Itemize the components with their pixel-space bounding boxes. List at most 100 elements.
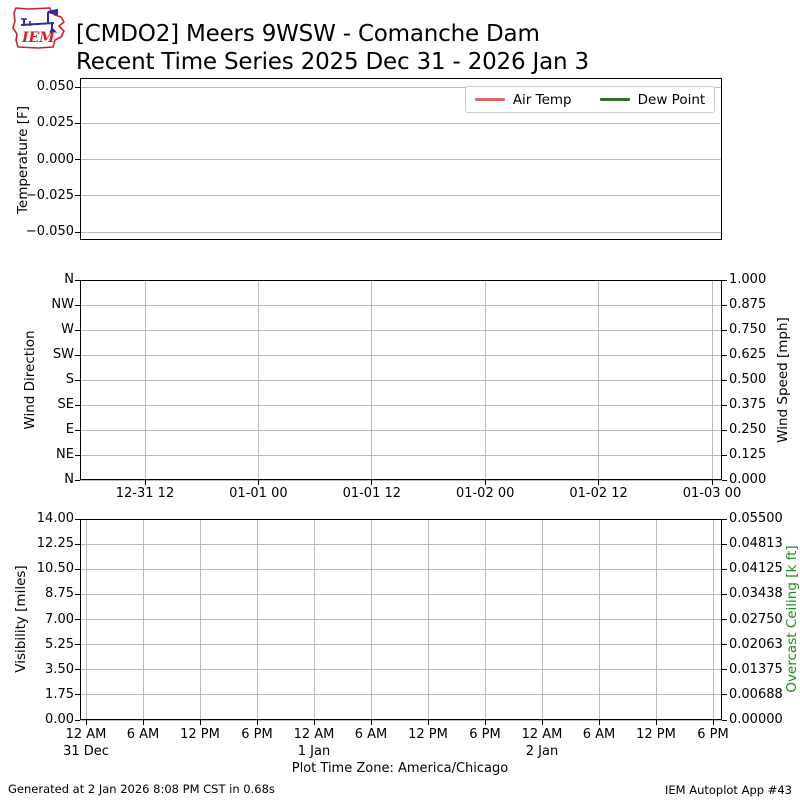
tick-mark — [484, 480, 486, 485]
tick-mark — [722, 694, 727, 696]
tick-mark — [256, 720, 258, 725]
tick-mark — [75, 669, 80, 671]
grid-line — [85, 520, 87, 719]
iowa-outline-icon — [12, 7, 65, 49]
y-tick-label: 0.500 — [729, 372, 767, 387]
x-tick-label: 6 PM — [469, 727, 501, 742]
y-tick-label: E — [65, 422, 74, 437]
grid-line — [80, 195, 722, 197]
tick-mark — [75, 304, 80, 306]
y-tick-label: S — [65, 372, 74, 387]
tick-mark — [313, 720, 315, 725]
grid-line — [80, 231, 722, 233]
grid-line — [598, 520, 600, 719]
grid-line — [598, 281, 600, 479]
y-tick-label: 0.250 — [729, 422, 767, 437]
iem-logo-text: IEM — [21, 30, 55, 46]
tick-mark — [75, 479, 80, 481]
y-tick-label: 1.75 — [45, 686, 74, 702]
tick-mark — [75, 454, 80, 456]
y-tick-label: 1.000 — [729, 272, 767, 287]
grid-line — [256, 520, 258, 719]
y-tick-label: 7.00 — [45, 611, 74, 627]
visibility-panel — [80, 519, 722, 720]
tick-mark — [75, 159, 80, 160]
title-line2: Recent Time Series 2025 Dec 31 - 2026 Ja… — [76, 48, 589, 75]
tick-mark — [75, 518, 80, 520]
x-tick-label: 01-01 12 — [342, 486, 402, 501]
y-tick-label: 8.75 — [45, 586, 74, 602]
tick-mark — [75, 543, 80, 545]
tick-mark — [75, 429, 80, 431]
grid-line — [484, 281, 486, 479]
y-tick-label: 12.25 — [36, 536, 74, 552]
tick-mark — [75, 719, 80, 721]
tick-mark — [75, 279, 80, 281]
grid-line — [142, 520, 144, 719]
x-tick-label: 12 AM — [293, 727, 335, 742]
tick-mark — [598, 720, 600, 725]
grid-line — [80, 479, 722, 481]
y-tick-label: SE — [57, 397, 74, 412]
grid-line — [80, 304, 722, 306]
grid-line — [199, 520, 201, 719]
tick-mark — [371, 480, 373, 485]
tick-mark — [142, 720, 144, 725]
tick-mark — [598, 480, 600, 485]
x-tick-label: 12-31 12 — [115, 486, 175, 501]
y-tick-label: NE — [56, 447, 74, 462]
x-tick-label: 6 AM — [354, 727, 388, 742]
x-date-label: 1 Jan — [297, 744, 331, 759]
grid-line — [80, 694, 722, 696]
tick-mark — [75, 122, 80, 124]
tick-mark — [75, 379, 80, 381]
tick-mark — [722, 669, 727, 671]
x-date-label: 2 Jan — [525, 744, 559, 759]
x-tick-label: 01-02 12 — [569, 486, 628, 501]
tick-mark — [257, 480, 259, 485]
grid-line — [257, 281, 259, 479]
tick-mark — [722, 479, 727, 481]
y-tick-label: 14.00 — [36, 511, 74, 526]
tick-mark — [427, 720, 429, 725]
grid-line — [80, 86, 722, 88]
y-tick-label: 0.125 — [729, 447, 767, 462]
y-tick-label: 0.05500 — [729, 511, 783, 526]
grid-line — [80, 379, 722, 381]
grid-line — [80, 404, 722, 406]
tick-mark — [722, 429, 727, 431]
y-tick-label: 0.02063 — [729, 636, 783, 652]
autoplot-app-label: IEM Autoplot App #43 — [664, 783, 792, 797]
x-tick-label: 6 PM — [241, 727, 273, 742]
grid-line — [80, 159, 722, 160]
y-tick-label: 0.000 — [36, 151, 74, 167]
y-tick-label: 10.50 — [36, 561, 74, 577]
grid-line — [712, 520, 714, 719]
tick-mark — [75, 568, 80, 570]
tick-mark — [75, 354, 80, 356]
x-date-label: 31 Dec — [63, 744, 109, 759]
tick-mark — [722, 518, 727, 520]
air-temp-line-icon — [474, 98, 505, 101]
tick-mark — [75, 644, 80, 646]
iem-logo: IEM — [12, 7, 65, 49]
tick-mark — [722, 379, 727, 381]
x-tick-label: 01-01 00 — [229, 486, 288, 501]
grid-line — [80, 644, 722, 646]
y-tick-label: 0.00 — [45, 712, 74, 727]
tick-mark — [722, 568, 727, 570]
y-tick-label: 0.025 — [36, 115, 74, 131]
tick-mark — [722, 719, 727, 721]
y-tick-label: 0.750 — [729, 322, 767, 337]
tick-mark — [722, 354, 727, 356]
wind-panel — [80, 280, 722, 480]
x-tick-label: 6 AM — [126, 727, 160, 742]
grid-line — [80, 719, 722, 721]
x-tick-label: 12 AM — [65, 727, 107, 742]
tick-mark — [712, 720, 714, 725]
x-tick-label: 6 AM — [582, 727, 616, 742]
grid-line — [370, 520, 372, 719]
tick-mark — [75, 619, 80, 620]
grid-line — [80, 619, 722, 620]
grid-line — [80, 122, 722, 124]
